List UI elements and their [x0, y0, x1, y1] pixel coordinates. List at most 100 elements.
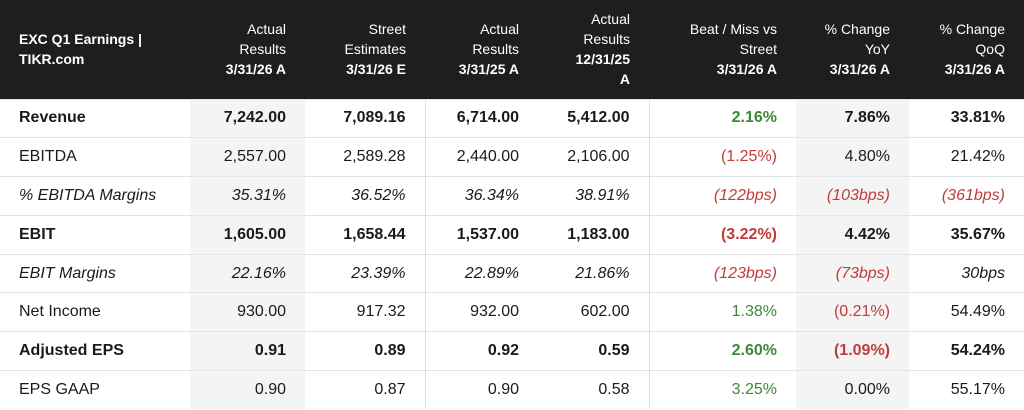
col-label: Results	[239, 41, 286, 58]
title-line-2: TIKR.com	[19, 51, 85, 68]
col-header-actual-q1-25: Actual Results 3/31/25 A	[425, 0, 538, 99]
col-label: Actual	[247, 21, 286, 38]
cell-street-estimate: 0.87	[305, 370, 425, 410]
col-label: Estimates	[344, 41, 406, 58]
cell-change-yoy: (0.21%)	[796, 292, 909, 332]
col-date: 3/31/26 A	[944, 61, 1005, 78]
cell-beat-miss: (123bps)	[648, 253, 796, 293]
cell-change-yoy: (73bps)	[796, 253, 909, 293]
cell-street-estimate: 23.39%	[305, 253, 425, 293]
cell-change-yoy: 7.86%	[796, 98, 909, 138]
col-label: YoY	[864, 41, 890, 58]
row-label: % EBITDA Margins	[0, 176, 190, 216]
cell-beat-miss: (3.22%)	[648, 214, 796, 255]
table-header: EXC Q1 Earnings | TIKR.com Actual Result…	[0, 0, 1024, 99]
cell-actual-q4-25: 0.59	[538, 331, 649, 371]
table-body: Revenue 7,242.00 7,089.16 6,714.00 5,412.00 2…	[0, 98, 1024, 410]
col-date: 3/31/26 E	[346, 61, 406, 78]
col-header-change-yoy: % Change YoY 3/31/26 A	[796, 0, 909, 99]
cell-change-yoy: (1.09%)	[796, 331, 909, 371]
col-label: Actual	[591, 11, 630, 28]
cell-street-estimate: 917.32	[305, 292, 425, 332]
cell-actual-q1-25: 0.92	[424, 331, 538, 371]
cell-street-estimate: 7,089.16	[305, 98, 425, 138]
table-title: EXC Q1 Earnings | TIKR.com	[0, 0, 190, 99]
cell-change-yoy: (103bps)	[796, 176, 909, 216]
row-label: EPS GAAP	[0, 370, 190, 410]
cell-beat-miss: (1.25%)	[648, 137, 796, 177]
row-label: EBITDA	[0, 137, 190, 177]
cell-change-qoq: 21.42%	[909, 137, 1024, 177]
table-row: EPS GAAP 0.90 0.87 0.90 0.58 3.25% 0.00% 55.17%	[0, 370, 1024, 410]
table-row: Adjusted EPS 0.91 0.89 0.92 0.59 2.60% (1.09%)…	[0, 331, 1024, 371]
cell-actual-q1-26: 0.91	[190, 331, 305, 371]
col-label: % Change	[939, 21, 1005, 38]
cell-street-estimate: 1,658.44	[305, 214, 425, 255]
cell-actual-q1-25: 22.89%	[424, 253, 538, 293]
cell-street-estimate: 2,589.28	[305, 137, 425, 177]
col-label: Actual	[480, 21, 519, 38]
cell-actual-q1-26: 1,605.00	[190, 214, 305, 255]
col-header-actual-q4-25: Actual Results 12/31/25 A	[538, 0, 649, 99]
table-row: % EBITDA Margins 35.31% 36.52% 36.34% 38.91%…	[0, 176, 1024, 216]
col-date: 3/31/25 A	[458, 61, 519, 78]
cell-actual-q1-26: 7,242.00	[190, 98, 305, 138]
cell-actual-q1-25: 0.90	[424, 370, 538, 410]
cell-actual-q1-25: 1,537.00	[424, 214, 538, 255]
cell-actual-q1-25: 932.00	[424, 292, 538, 332]
col-header-street-estimates: Street Estimates 3/31/26 E	[305, 0, 425, 99]
cell-change-qoq: 54.49%	[909, 292, 1024, 332]
cell-actual-q1-26: 930.00	[190, 292, 305, 332]
col-label: Results	[472, 41, 519, 58]
col-header-beat-miss: Beat / Miss vs Street 3/31/26 A	[649, 0, 796, 99]
cell-beat-miss: (122bps)	[648, 176, 796, 216]
col-header-actual-q1-26: Actual Results 3/31/26 A	[190, 0, 305, 99]
table-row: EBIT 1,605.00 1,658.44 1,537.00 1,183.00 (3.2…	[0, 214, 1024, 255]
cell-actual-q4-25: 2,106.00	[538, 137, 649, 177]
cell-change-yoy: 0.00%	[796, 370, 909, 410]
row-label: Revenue	[0, 98, 190, 138]
cell-beat-miss: 1.38%	[648, 292, 796, 332]
cell-actual-q4-25: 5,412.00	[538, 98, 649, 138]
row-label: EBIT Margins	[0, 253, 190, 293]
cell-street-estimate: 36.52%	[305, 176, 425, 216]
table-row: Net Income 930.00 917.32 932.00 602.00 1.38%(…	[0, 292, 1024, 332]
col-header-change-qoq: % Change QoQ 3/31/26 A	[909, 0, 1024, 99]
col-date: 3/31/26 A	[225, 61, 286, 78]
row-label: Adjusted EPS	[0, 331, 190, 371]
title-line-1: EXC Q1 Earnings |	[19, 31, 142, 48]
cell-change-qoq: 35.67%	[909, 214, 1024, 255]
cell-actual-q1-26: 35.31%	[190, 176, 305, 216]
cell-actual-q4-25: 0.58	[538, 370, 649, 410]
cell-actual-q4-25: 38.91%	[538, 176, 649, 216]
col-label: Results	[583, 31, 630, 48]
cell-change-yoy: 4.80%	[796, 137, 909, 177]
col-label: Beat / Miss vs	[689, 21, 777, 38]
row-label: EBIT	[0, 214, 190, 255]
cell-actual-q4-25: 1,183.00	[538, 214, 649, 255]
cell-actual-q1-25: 2,440.00	[424, 137, 538, 177]
cell-change-qoq: 54.24%	[909, 331, 1024, 371]
col-label: % Change	[824, 21, 890, 38]
cell-actual-q4-25: 602.00	[538, 292, 649, 332]
col-label: Street	[368, 21, 406, 38]
col-date-suffix: A	[619, 71, 630, 88]
cell-actual-q1-25: 6,714.00	[424, 98, 538, 138]
table-row: EBIT Margins 22.16% 23.39% 22.89% 21.86% (123…	[0, 253, 1024, 293]
col-date: 3/31/26 A	[716, 61, 777, 78]
cell-actual-q1-25: 36.34%	[424, 176, 538, 216]
cell-change-qoq: 55.17%	[909, 370, 1024, 410]
cell-beat-miss: 3.25%	[648, 370, 796, 410]
table-row: Revenue 7,242.00 7,089.16 6,714.00 5,412.00 2…	[0, 98, 1024, 138]
cell-change-qoq: 30bps	[909, 253, 1024, 293]
col-label: QoQ	[975, 41, 1005, 58]
row-label: Net Income	[0, 292, 190, 332]
cell-actual-q1-26: 2,557.00	[190, 137, 305, 177]
col-label: Street	[739, 41, 777, 58]
col-date: 12/31/25	[575, 51, 631, 68]
cell-change-qoq: 33.81%	[909, 98, 1024, 138]
col-date: 3/31/26 A	[829, 61, 890, 78]
cell-actual-q1-26: 0.90	[190, 370, 305, 410]
cell-change-yoy: 4.42%	[796, 214, 909, 255]
